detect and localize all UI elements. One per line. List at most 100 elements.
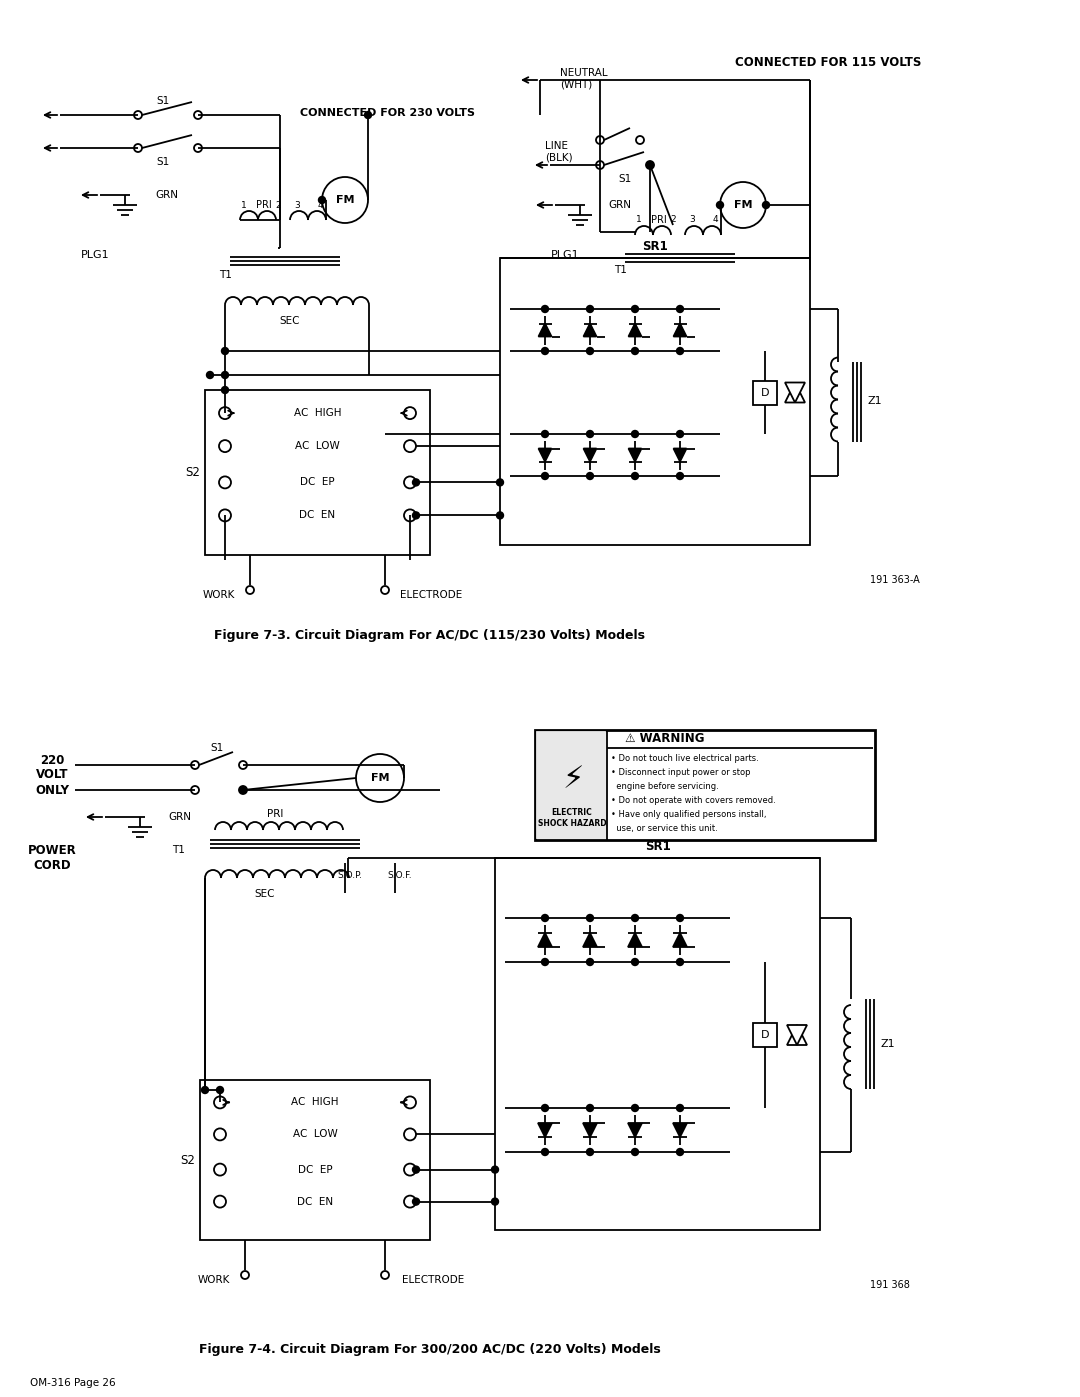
Circle shape bbox=[541, 430, 549, 437]
Text: • Have only qualified persons install,: • Have only qualified persons install, bbox=[611, 810, 767, 819]
Circle shape bbox=[219, 476, 231, 489]
Circle shape bbox=[586, 1148, 594, 1155]
Circle shape bbox=[497, 511, 503, 518]
Circle shape bbox=[134, 110, 141, 119]
Text: 3: 3 bbox=[689, 215, 694, 225]
Text: Z1: Z1 bbox=[867, 397, 882, 407]
Text: T1: T1 bbox=[219, 270, 232, 279]
Text: SR1: SR1 bbox=[645, 840, 671, 852]
Circle shape bbox=[676, 306, 684, 313]
Text: S.O.P.: S.O.P. bbox=[337, 870, 363, 880]
Text: Figure 7-3. Circuit Diagram For AC/DC (115/230 Volts) Models: Figure 7-3. Circuit Diagram For AC/DC (1… bbox=[215, 629, 646, 641]
Text: PRI: PRI bbox=[651, 215, 666, 225]
Circle shape bbox=[497, 479, 503, 486]
Text: 2: 2 bbox=[275, 201, 281, 210]
Circle shape bbox=[720, 182, 766, 228]
Circle shape bbox=[632, 430, 638, 437]
Circle shape bbox=[240, 787, 246, 793]
Circle shape bbox=[676, 1105, 684, 1112]
Circle shape bbox=[413, 1166, 419, 1173]
Circle shape bbox=[404, 407, 416, 419]
Polygon shape bbox=[539, 448, 552, 461]
Circle shape bbox=[541, 348, 549, 355]
Text: 3: 3 bbox=[294, 201, 300, 210]
Circle shape bbox=[214, 1129, 226, 1140]
Circle shape bbox=[404, 1129, 416, 1140]
Text: 2: 2 bbox=[671, 215, 676, 225]
Text: FM: FM bbox=[336, 196, 354, 205]
Circle shape bbox=[676, 958, 684, 965]
Circle shape bbox=[216, 1087, 224, 1094]
Text: FM: FM bbox=[370, 773, 389, 782]
Circle shape bbox=[676, 348, 684, 355]
Circle shape bbox=[219, 440, 231, 453]
Text: 191 363-A: 191 363-A bbox=[870, 576, 920, 585]
Text: • Do not touch live electrical parts.: • Do not touch live electrical parts. bbox=[611, 754, 759, 763]
Circle shape bbox=[762, 201, 769, 208]
Circle shape bbox=[404, 476, 416, 489]
Circle shape bbox=[413, 479, 419, 486]
Circle shape bbox=[586, 306, 594, 313]
Text: AC  LOW: AC LOW bbox=[295, 441, 340, 451]
Circle shape bbox=[404, 1097, 416, 1108]
Circle shape bbox=[214, 1196, 226, 1207]
Text: • Disconnect input power or stop: • Disconnect input power or stop bbox=[611, 768, 751, 777]
Text: S1: S1 bbox=[211, 743, 224, 753]
Text: GRN: GRN bbox=[168, 812, 191, 821]
Text: GRN: GRN bbox=[608, 200, 631, 210]
Circle shape bbox=[647, 162, 653, 169]
Circle shape bbox=[194, 110, 202, 119]
Text: ELECTRIC
SHOCK HAZARD: ELECTRIC SHOCK HAZARD bbox=[538, 809, 606, 827]
Circle shape bbox=[632, 958, 638, 965]
Polygon shape bbox=[627, 933, 642, 947]
Circle shape bbox=[676, 1148, 684, 1155]
Circle shape bbox=[246, 585, 254, 594]
Bar bbox=[753, 380, 777, 405]
Circle shape bbox=[632, 348, 638, 355]
Text: POWER
CORD: POWER CORD bbox=[28, 844, 77, 872]
Circle shape bbox=[214, 1164, 226, 1176]
Text: FM: FM bbox=[733, 200, 753, 210]
Polygon shape bbox=[787, 1025, 807, 1045]
Text: T1: T1 bbox=[615, 265, 627, 275]
Text: ⚠ WARNING: ⚠ WARNING bbox=[625, 732, 704, 745]
Polygon shape bbox=[673, 933, 687, 947]
Circle shape bbox=[194, 144, 202, 152]
Circle shape bbox=[221, 372, 229, 379]
Text: WORK: WORK bbox=[203, 590, 235, 599]
Text: DC  EP: DC EP bbox=[298, 1165, 333, 1175]
Text: S1: S1 bbox=[157, 156, 170, 168]
Circle shape bbox=[413, 1199, 419, 1206]
Text: 1: 1 bbox=[636, 215, 642, 225]
Polygon shape bbox=[538, 1123, 552, 1137]
Text: DC  EN: DC EN bbox=[299, 510, 336, 521]
Circle shape bbox=[541, 306, 549, 313]
Text: CONNECTED FOR 230 VOLTS: CONNECTED FOR 230 VOLTS bbox=[300, 108, 475, 117]
Bar bbox=[753, 1023, 777, 1046]
Text: CONNECTED FOR 115 VOLTS: CONNECTED FOR 115 VOLTS bbox=[735, 56, 921, 70]
Polygon shape bbox=[629, 448, 642, 461]
Circle shape bbox=[491, 1199, 499, 1206]
Polygon shape bbox=[627, 1123, 642, 1137]
Polygon shape bbox=[583, 448, 596, 461]
Circle shape bbox=[206, 372, 214, 379]
Circle shape bbox=[404, 1196, 416, 1207]
Text: 4: 4 bbox=[712, 215, 718, 225]
Circle shape bbox=[541, 472, 549, 479]
Text: 1: 1 bbox=[241, 201, 247, 210]
Circle shape bbox=[221, 348, 229, 355]
Text: D: D bbox=[760, 1030, 769, 1039]
Circle shape bbox=[716, 201, 724, 208]
Text: Z1: Z1 bbox=[880, 1039, 895, 1049]
Bar bbox=[500, 258, 810, 545]
Text: PRI: PRI bbox=[267, 809, 283, 819]
Circle shape bbox=[632, 1148, 638, 1155]
Polygon shape bbox=[583, 933, 597, 947]
Circle shape bbox=[632, 915, 638, 922]
Circle shape bbox=[676, 915, 684, 922]
Circle shape bbox=[365, 112, 372, 119]
Circle shape bbox=[214, 1097, 226, 1108]
Text: S2: S2 bbox=[180, 1154, 195, 1166]
Text: T1: T1 bbox=[172, 845, 185, 855]
Polygon shape bbox=[583, 1123, 597, 1137]
